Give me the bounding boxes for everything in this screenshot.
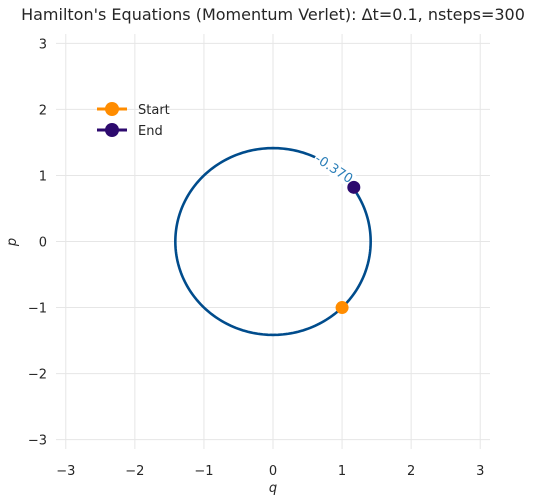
contour-label-bg [310, 148, 358, 188]
y-axis-ticks: −3 −2 −1 0 1 2 3 [28, 37, 47, 448]
y-tick-label: 1 [39, 169, 47, 184]
grid [56, 34, 490, 449]
legend-end-label: End [138, 124, 163, 139]
y-tick-label: −3 [28, 434, 47, 449]
chart-title: Hamilton's Equations (Momentum Verlet): … [21, 5, 525, 24]
x-tick-label: −1 [194, 464, 213, 479]
y-tick-label: −1 [28, 302, 47, 317]
y-tick-label: 2 [39, 103, 47, 118]
y-axis-title: p [5, 238, 20, 247]
x-tick-label: 2 [407, 464, 415, 479]
x-axis-ticks: −3 −2 −1 0 1 2 3 [56, 464, 484, 479]
x-tick-label: 1 [338, 464, 346, 479]
start-point [335, 301, 349, 315]
y-tick-label: −2 [28, 368, 47, 383]
trajectory-points [335, 180, 361, 315]
x-tick-label: −2 [125, 464, 144, 479]
legend-start-label: Start [138, 103, 170, 118]
end-point [347, 180, 361, 194]
y-tick-label: 0 [39, 236, 47, 251]
legend-start-marker [105, 102, 119, 116]
x-tick-label: −3 [56, 464, 75, 479]
x-axis-title: q [269, 481, 277, 496]
legend-end-marker [105, 123, 119, 137]
y-tick-label: 3 [39, 37, 47, 52]
legend: Start End [97, 102, 170, 139]
x-tick-label: 3 [476, 464, 484, 479]
x-tick-label: 0 [269, 464, 277, 479]
